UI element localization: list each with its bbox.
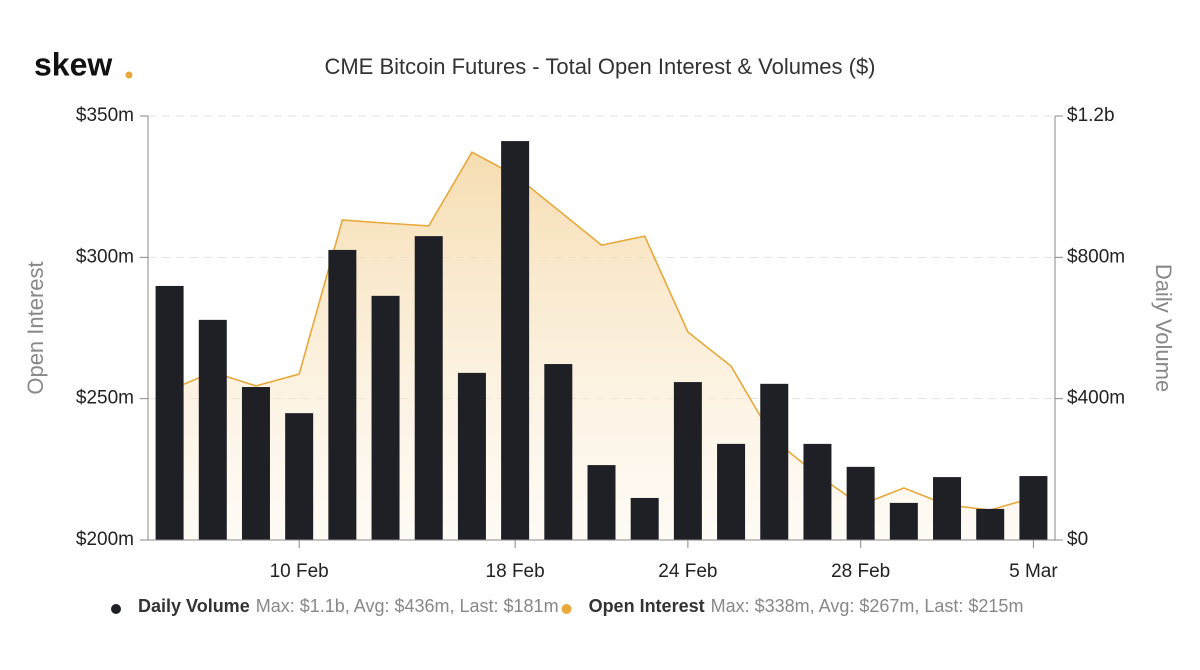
y2-axis-label: Daily Volume: [1151, 264, 1176, 392]
legend-marker: [111, 604, 121, 614]
bar: [673, 382, 702, 540]
logo: skew: [34, 46, 112, 82]
bar: [155, 285, 184, 540]
y2-tick-label: $0: [1067, 529, 1088, 550]
chart-title: CME Bitcoin Futures - Total Open Interes…: [324, 54, 875, 79]
y2-tick-label: $800m: [1067, 246, 1125, 267]
bar: [198, 319, 227, 540]
y-tick-label: $300m: [76, 246, 134, 267]
legend-name: Open Interest: [589, 596, 705, 616]
bar: [501, 141, 530, 540]
legend-marker: [561, 604, 572, 614]
x-tick-label: 10 Feb: [270, 561, 329, 582]
y-tick-label: $350m: [76, 105, 134, 126]
x-tick-label: 28 Feb: [831, 561, 890, 582]
bar: [457, 372, 486, 540]
bar: [1019, 476, 1048, 540]
x-tick-label: 18 Feb: [486, 561, 545, 582]
x-tick-label: 5 Mar: [1009, 561, 1058, 582]
y2-tick-label: $1.2b: [1067, 105, 1115, 126]
bar: [889, 502, 918, 540]
bar: [285, 413, 314, 540]
x-tick-label: 24 Feb: [658, 561, 717, 582]
bar: [371, 295, 400, 540]
line: [169, 151, 1034, 511]
bar: [544, 364, 573, 540]
bar: [328, 249, 357, 540]
legend-stats: Max: $338m, Avg: $267m, Last: $215m: [711, 596, 1024, 616]
bar: [414, 236, 443, 540]
y-tick-label: $250m: [76, 388, 134, 409]
bar: [587, 465, 616, 540]
bar: [241, 387, 270, 540]
y-tick-label: $200m: [76, 529, 134, 550]
bar: [803, 443, 832, 540]
legend-stats: Max: $1.1b, Avg: $436m, Last: $181m: [256, 596, 559, 616]
logo-dot: [125, 71, 133, 79]
y-axis-label: Open Interest: [23, 261, 48, 394]
bar: [933, 477, 962, 540]
legend-name: Daily Volume: [138, 596, 250, 616]
y2-tick-label: $400m: [1067, 388, 1125, 409]
bar: [846, 466, 875, 540]
bar: [717, 443, 746, 540]
bar: [630, 497, 659, 540]
bar: [976, 508, 1005, 540]
bar: [760, 383, 789, 540]
